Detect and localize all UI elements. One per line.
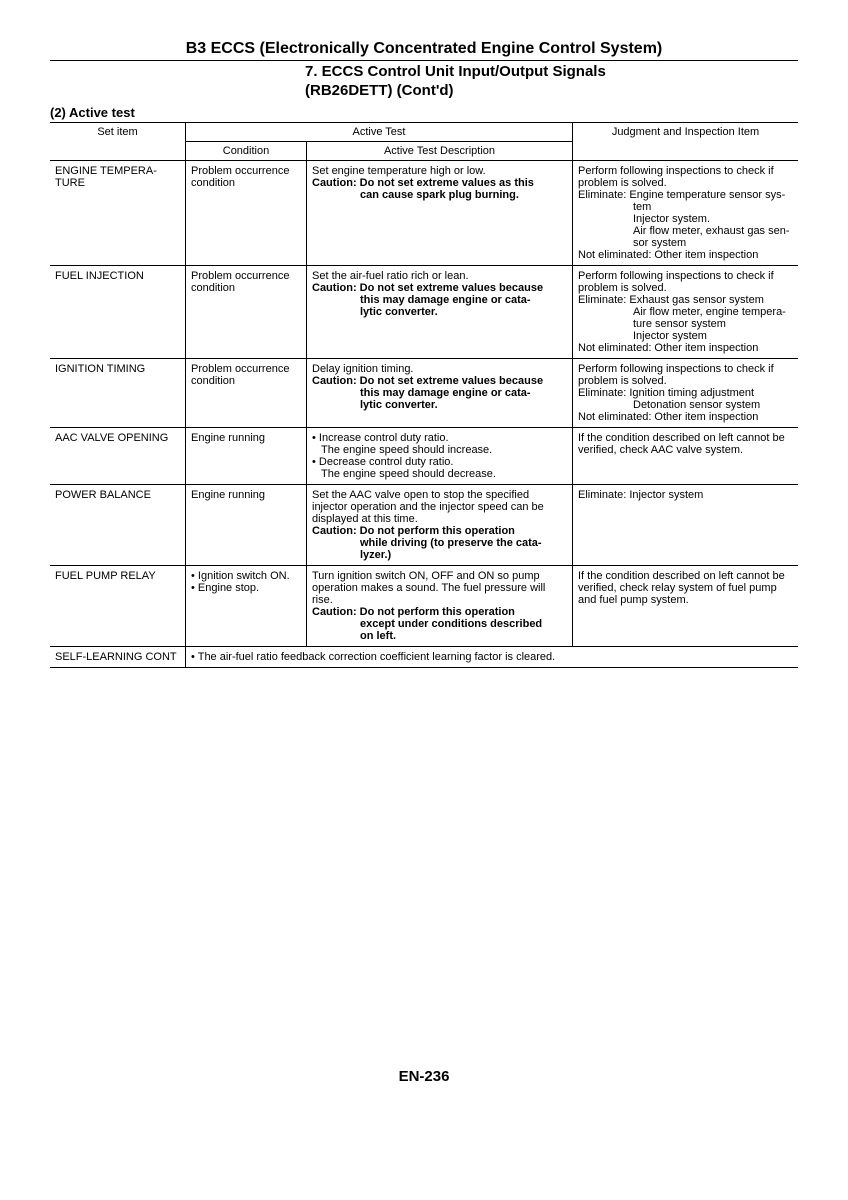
judgment-text: Detonation sensor system	[578, 399, 793, 411]
cell-description: Set engine temperature high or low. Caut…	[307, 160, 573, 265]
active-test-table: Set item Active Test Judgment and Inspec…	[50, 122, 798, 668]
table-row: AAC VALVE OPENING Engine running Increas…	[50, 427, 798, 484]
desc-text: The engine speed should decrease.	[312, 468, 496, 480]
cell-condition: Engine running	[186, 484, 307, 565]
th-active-test: Active Test	[186, 122, 573, 141]
cell-judgment: If the condition described on left canno…	[573, 565, 799, 646]
judgment-text: Not eliminated: Other item inspection	[578, 411, 758, 423]
judgment-text: Air flow meter, engine tempera-	[578, 306, 793, 318]
judgment-text: Injector system.	[578, 213, 793, 225]
cond-text: Engine stop.	[191, 582, 259, 594]
desc-text: Set the AAC valve open to stop the speci…	[312, 489, 544, 525]
desc-text: Delay ignition timing.	[312, 363, 414, 375]
cell-judgment: Perform following inspections to check i…	[573, 265, 799, 358]
cell-description: Delay ignition timing. Caution: Do not s…	[307, 358, 573, 427]
judgment-text: Perform following inspections to check i…	[578, 363, 774, 387]
sub-line2: (RB26DETT) (Cont'd)	[305, 82, 454, 99]
caution-text: this may damage engine or cata-	[312, 294, 567, 306]
cell-condition: Ignition switch ON. Engine stop.	[186, 565, 307, 646]
th-description: Active Test Description	[307, 141, 573, 160]
caution-text: Caution: Do not perform this operation	[312, 525, 515, 537]
judgment-text: Eliminate: Exhaust gas sensor system	[578, 294, 764, 306]
desc-text: Turn ignition switch ON, OFF and ON so p…	[312, 570, 545, 606]
sub-title: 7. ECCS Control Unit Input/Output Signal…	[50, 63, 798, 101]
judgment-text: Perform following inspections to check i…	[578, 165, 774, 189]
table-row: POWER BALANCE Engine running Set the AAC…	[50, 484, 798, 565]
th-judgment: Judgment and Inspection Item	[573, 122, 799, 160]
judgment-text: ture sensor system	[578, 318, 793, 330]
judgment-text: Not eliminated: Other item inspection	[578, 342, 758, 354]
caution-text: while driving (to preserve the cata-	[312, 537, 567, 549]
cell-condition: Problem occurrence condition	[186, 265, 307, 358]
caution-text: can cause spark plug burning.	[312, 189, 567, 201]
cell-set-item: FUEL INJECTION	[50, 265, 186, 358]
page-number: EN-236	[50, 1068, 798, 1085]
cell-condition: Engine running	[186, 427, 307, 484]
caution-text: lytic converter.	[312, 399, 567, 411]
cell-condition: Problem occurrence condition	[186, 358, 307, 427]
caution-text: Caution: Do not set extreme values becau…	[312, 282, 543, 294]
cell-judgment: Perform following inspections to check i…	[573, 358, 799, 427]
desc-text: The air-fuel ratio feedback correction c…	[191, 651, 555, 663]
cell-judgment: If the condition described on left canno…	[573, 427, 799, 484]
judgment-text: sor system	[578, 237, 793, 249]
sub-line1: 7. ECCS Control Unit Input/Output Signal…	[305, 63, 606, 80]
judgment-text: Air flow meter, exhaust gas sen-	[578, 225, 793, 237]
desc-text: Set the air-fuel ratio rich or lean.	[312, 270, 469, 282]
caution-text: Caution: Do not perform this operation	[312, 606, 515, 618]
judgment-text: Eliminate: Engine temperature sensor sys…	[578, 189, 785, 201]
desc-text: Set engine temperature high or low.	[312, 165, 486, 177]
cell-judgment: Eliminate: Injector system	[573, 484, 799, 565]
cell-description: Set the AAC valve open to stop the speci…	[307, 484, 573, 565]
table-row: SELF-LEARNING CONT The air-fuel ratio fe…	[50, 646, 798, 667]
judgment-text: Perform following inspections to check i…	[578, 270, 774, 294]
cell-merged: The air-fuel ratio feedback correction c…	[186, 646, 799, 667]
cell-set-item: AAC VALVE OPENING	[50, 427, 186, 484]
caution-text: this may damage engine or cata-	[312, 387, 567, 399]
table-row: FUEL INJECTION Problem occurrence condit…	[50, 265, 798, 358]
cell-description: Increase control duty ratio. The engine …	[307, 427, 573, 484]
desc-text: Increase control duty ratio.	[312, 432, 449, 444]
caution-text: Caution: Do not set extreme values becau…	[312, 375, 543, 387]
th-condition: Condition	[186, 141, 307, 160]
cell-description: Set the air-fuel ratio rich or lean. Cau…	[307, 265, 573, 358]
caution-text: except under conditions described	[312, 618, 567, 630]
cell-condition: Problem occurrence condition	[186, 160, 307, 265]
table-row: FUEL PUMP RELAY Ignition switch ON. Engi…	[50, 565, 798, 646]
th-set-item: Set item	[50, 122, 186, 160]
cell-judgment: Perform following inspections to check i…	[573, 160, 799, 265]
cell-set-item: SELF-LEARNING CONT	[50, 646, 186, 667]
judgment-text: Injector system	[578, 330, 793, 342]
cell-set-item: FUEL PUMP RELAY	[50, 565, 186, 646]
table-row: ENGINE TEMPERA-TURE Problem occurrence c…	[50, 160, 798, 265]
cond-text: Ignition switch ON.	[191, 570, 290, 582]
desc-text: Decrease control duty ratio.	[312, 456, 453, 468]
caution-text: Caution: Do not set extreme values as th…	[312, 177, 534, 189]
judgment-text: tem	[578, 201, 793, 213]
judgment-text: Eliminate: Ignition timing adjustment	[578, 387, 754, 399]
desc-text: The engine speed should increase.	[312, 444, 492, 456]
caution-text: lyzer.)	[312, 549, 567, 561]
main-title: B3 ECCS (Electronically Concentrated Eng…	[50, 40, 798, 61]
cell-set-item: ENGINE TEMPERA-TURE	[50, 160, 186, 265]
caution-text: on left.	[312, 630, 567, 642]
cell-set-item: POWER BALANCE	[50, 484, 186, 565]
judgment-text: Not eliminated: Other item inspection	[578, 249, 758, 261]
table-row: IGNITION TIMING Problem occurrence condi…	[50, 358, 798, 427]
section-label: (2) Active test	[50, 105, 798, 120]
caution-text: lytic converter.	[312, 306, 567, 318]
cell-set-item: IGNITION TIMING	[50, 358, 186, 427]
cell-description: Turn ignition switch ON, OFF and ON so p…	[307, 565, 573, 646]
